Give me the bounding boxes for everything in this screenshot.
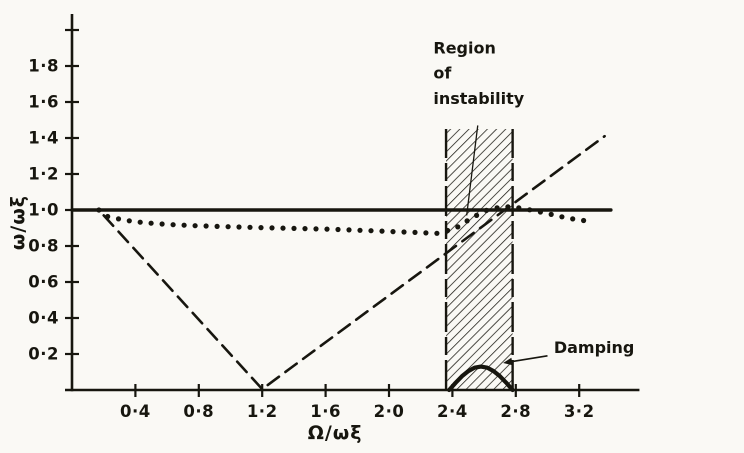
x-tick-label: 2·8 <box>500 402 531 421</box>
dot <box>291 225 297 231</box>
dot <box>537 209 544 215</box>
y-tick-label: 1·2 <box>28 165 59 184</box>
dot <box>170 222 176 228</box>
region-of-instability-label: instability <box>433 89 524 108</box>
dot <box>203 223 209 229</box>
dot <box>181 222 187 228</box>
dot <box>192 223 198 229</box>
dot <box>527 207 533 213</box>
dot <box>258 225 264 231</box>
dot <box>126 218 132 224</box>
y-tick-label: 1·6 <box>28 93 59 112</box>
dot <box>115 216 122 222</box>
y-axis-title: ω/ωξ <box>7 195 29 250</box>
dot <box>570 216 576 222</box>
x-axis-title: Ω/ωξ <box>308 422 363 444</box>
dot <box>474 212 480 218</box>
dot <box>445 227 451 234</box>
x-tick-label: 2·4 <box>437 402 468 421</box>
dot <box>423 230 429 236</box>
dot <box>559 214 565 220</box>
dot <box>357 227 363 233</box>
instability-band-hatch <box>446 129 513 390</box>
instability-band <box>444 129 514 390</box>
dot <box>412 229 418 235</box>
annotations: Region of instability Damping <box>433 38 635 366</box>
dot <box>581 217 587 224</box>
dot <box>379 228 385 234</box>
y-tick-label: 0·8 <box>28 237 59 256</box>
x-tick-label: 2·0 <box>374 402 405 421</box>
dot <box>214 223 220 229</box>
dot <box>269 225 275 231</box>
dot <box>368 228 374 234</box>
dot <box>236 224 242 230</box>
dot <box>401 229 407 235</box>
series-rotor-speed-dashed <box>102 134 606 391</box>
dot <box>313 226 319 232</box>
dot <box>225 224 231 230</box>
dot <box>455 224 461 230</box>
dot <box>464 218 470 224</box>
dot <box>434 230 440 236</box>
dot <box>516 205 522 211</box>
axes: 0·4 0·8 1·2 1·6 2·0 2·4 2·8 3·2 0·2 0·4 0·6 0·8 1·0 1… <box>7 14 640 444</box>
series-whirl-frequency-dotted <box>96 204 587 236</box>
y-tick-label: 0·6 <box>28 273 59 292</box>
series <box>70 134 613 393</box>
dot <box>548 211 554 217</box>
dot <box>335 226 341 233</box>
series-damping-curve <box>447 364 515 393</box>
dot <box>494 205 500 211</box>
y-tick-label: 1·8 <box>28 57 59 76</box>
y-tick-label: 1·4 <box>28 129 59 148</box>
region-of-instability-label: of <box>433 64 452 83</box>
x-tick-label: 0·4 <box>120 402 151 421</box>
damping-arrow-line <box>511 355 548 363</box>
region-of-instability-label: Region <box>433 38 496 57</box>
x-tick-label: 0·8 <box>183 402 214 421</box>
dot <box>302 226 308 232</box>
y-tick-label: 0·4 <box>28 309 59 328</box>
dot <box>346 227 352 233</box>
x-tick-label: 3·2 <box>564 402 595 421</box>
damping-arrowhead <box>503 357 513 366</box>
y-tick-label: 0·2 <box>28 345 59 364</box>
dot <box>148 220 154 226</box>
x-tick-label: 1·6 <box>310 402 341 421</box>
damping-label: Damping <box>554 338 635 357</box>
x-tick-label: 1·2 <box>247 402 278 421</box>
dot <box>483 207 489 213</box>
y-tick-label: 1·0 <box>28 201 59 220</box>
dot <box>137 219 143 225</box>
dot <box>390 229 396 235</box>
dot <box>280 225 286 231</box>
dot <box>96 207 102 213</box>
dot <box>324 226 330 232</box>
dot <box>159 221 165 227</box>
dot <box>247 224 253 230</box>
region-label-leader-line <box>466 125 479 216</box>
